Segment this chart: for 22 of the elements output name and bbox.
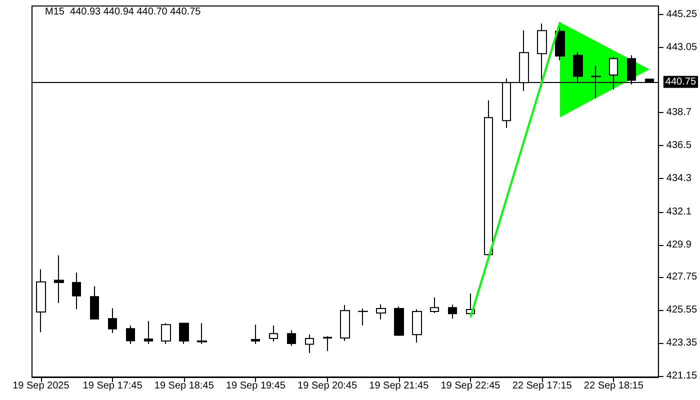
y-tick-label: 429.9	[666, 239, 692, 250]
y-tick-label: 443.05	[666, 42, 698, 53]
ref-line-label: 440.75	[665, 76, 696, 88]
x-tick-label: 22 Sep 17:15	[512, 380, 572, 392]
x-tick-label: 19 Sep 22:45	[440, 380, 501, 392]
y-tick-label: 427.75	[666, 272, 698, 283]
x-tick-label: 19 Sep 19:45	[226, 380, 286, 392]
y-tick-label: 423.35	[666, 338, 698, 349]
y-tick-label: 438.7	[666, 107, 692, 118]
y-tick-label: 445.25	[666, 8, 698, 20]
x-tick-label: 19 Sep 20:45	[298, 380, 358, 392]
y-tick-label: 432.1	[666, 206, 692, 218]
y-tick-label: 421.15	[666, 370, 698, 382]
y-tick-label: 425.55	[666, 304, 698, 316]
x-tick-label: 19 Sep 17:45	[82, 380, 143, 392]
y-tick-label: 436.5	[666, 140, 692, 152]
x-tick-label: 19 Sep 21:45	[369, 380, 430, 392]
chart-title: M15 440.93 440.94 440.70 440.75	[45, 6, 202, 18]
x-tick-label: 22 Sep 18:15	[584, 380, 644, 392]
x-tick-label: 19 Sep 2025	[12, 380, 70, 392]
y-tick-label: 434.3	[666, 173, 692, 184]
x-tick-label: 19 Sep 18:45	[154, 380, 214, 392]
